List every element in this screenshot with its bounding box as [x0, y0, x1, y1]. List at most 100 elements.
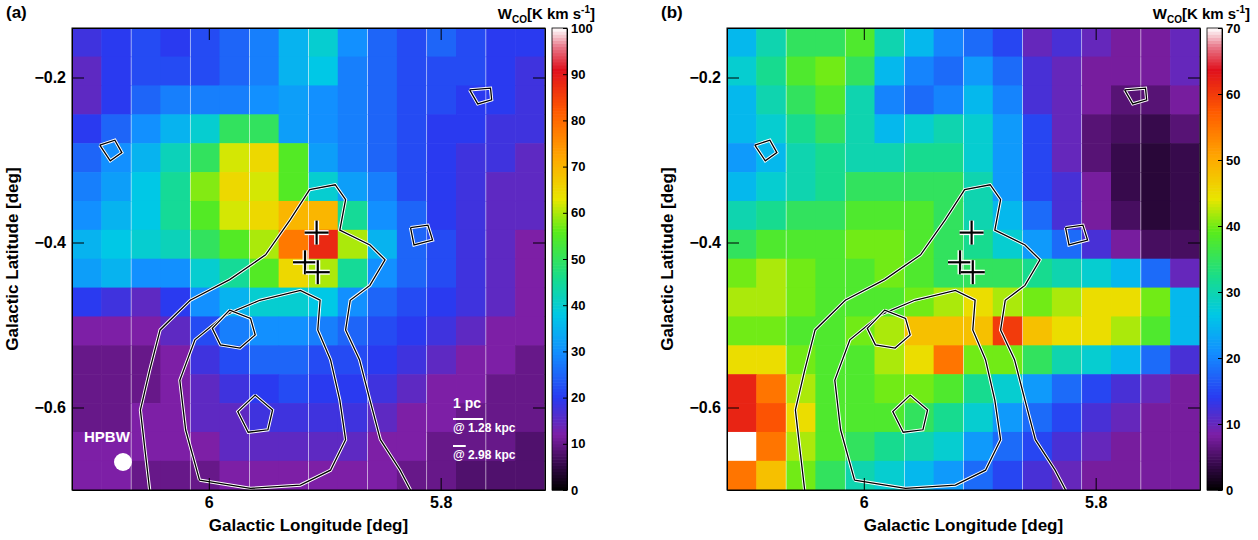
map-cell — [250, 57, 280, 86]
map-cell — [279, 57, 309, 86]
tick — [864, 28, 865, 40]
map-cell — [756, 57, 786, 86]
map-cell — [756, 28, 786, 57]
tick-label: 40 — [1226, 219, 1240, 234]
map-cell — [1111, 201, 1141, 230]
map-cell — [250, 28, 280, 57]
map-cell — [993, 259, 1023, 288]
map-cell — [964, 403, 994, 432]
map-cell — [1170, 143, 1200, 172]
tick-mark — [563, 120, 567, 121]
map-cell — [875, 345, 905, 374]
beam — [114, 453, 132, 471]
map-cell — [515, 172, 545, 201]
map-cell — [131, 114, 161, 143]
tick: 5.8 — [430, 478, 452, 511]
map-cell — [1111, 230, 1141, 259]
map-cell — [905, 28, 935, 57]
map-cell — [905, 172, 935, 201]
map-cell — [250, 85, 280, 114]
map-cell — [160, 28, 190, 57]
tick: −0.4 — [34, 234, 84, 251]
tick-mark — [1218, 424, 1222, 425]
tick — [209, 28, 210, 40]
map-cell — [515, 57, 545, 86]
contour-halo — [470, 88, 492, 104]
map-cell — [191, 143, 221, 172]
map-cell — [1170, 172, 1200, 201]
map-cell — [934, 28, 964, 57]
tick: 40 — [563, 298, 585, 313]
map-cell — [1141, 316, 1171, 345]
map-cell — [815, 374, 845, 403]
map-cell — [515, 28, 545, 57]
map-cell — [1170, 432, 1200, 461]
map-cell — [160, 230, 190, 259]
tick-label: 0 — [1226, 483, 1233, 498]
map-cell — [427, 28, 457, 57]
map-cell — [160, 259, 190, 288]
map-cell — [756, 230, 786, 259]
map-cell — [72, 57, 102, 86]
map-cell — [368, 316, 398, 345]
tick-label: 60 — [571, 205, 585, 220]
map-cell — [368, 374, 398, 403]
map-cell — [101, 259, 131, 288]
map-cell — [1023, 85, 1053, 114]
map-cell — [515, 114, 545, 143]
map-cell — [1141, 143, 1171, 172]
map-cell — [72, 288, 102, 317]
x-axis-title: Galactic Longitude [deg] — [864, 516, 1063, 535]
map-cell — [1023, 345, 1053, 374]
tick-label: 70 — [571, 159, 585, 174]
map-cell — [309, 143, 339, 172]
map-cell — [756, 374, 786, 403]
contour-halo — [140, 185, 410, 490]
map-cell — [1082, 374, 1112, 403]
map-cell — [515, 259, 545, 288]
colorbar-title-part: ] — [1245, 5, 1250, 22]
map-cell — [756, 201, 786, 230]
map-cell — [727, 230, 757, 259]
map-cell — [338, 114, 368, 143]
map-cell — [1052, 403, 1082, 432]
map-cell — [368, 28, 398, 57]
contour-halo — [238, 395, 273, 432]
source-marker — [972, 260, 974, 284]
colorbar-frame — [1207, 28, 1222, 490]
tick-label: −0.4 — [689, 234, 721, 251]
map-cell — [756, 288, 786, 317]
map-cell — [427, 172, 457, 201]
map-cell — [1111, 432, 1141, 461]
map-cell — [456, 57, 486, 86]
map-cell — [427, 201, 457, 230]
map-cell — [368, 85, 398, 114]
tick-mark — [1218, 28, 1222, 29]
tick — [533, 408, 545, 409]
panel-label: (a) — [6, 3, 27, 22]
map-cell — [1082, 259, 1112, 288]
map-cell — [72, 201, 102, 230]
map-cell — [338, 143, 368, 172]
map-cell — [515, 85, 545, 114]
map-cell — [815, 345, 845, 374]
map-cell — [875, 28, 905, 57]
map-cell — [1082, 114, 1112, 143]
map-cell — [250, 403, 280, 432]
contour — [1125, 88, 1147, 104]
map-cell — [279, 28, 309, 57]
map-cell — [72, 114, 102, 143]
map-cell — [846, 28, 876, 57]
map-cell — [786, 172, 816, 201]
tick-mark — [1188, 408, 1200, 409]
tick-label: −0.6 — [689, 399, 721, 416]
map-cell — [427, 85, 457, 114]
contour — [867, 310, 910, 348]
map-cell — [1141, 432, 1171, 461]
map-cell — [486, 114, 516, 143]
tick: 20 — [1218, 351, 1240, 366]
colorbar-title-part: [K km s — [527, 5, 581, 22]
tick — [533, 78, 545, 79]
map-cell — [727, 172, 757, 201]
tick: 50 — [1218, 153, 1240, 168]
